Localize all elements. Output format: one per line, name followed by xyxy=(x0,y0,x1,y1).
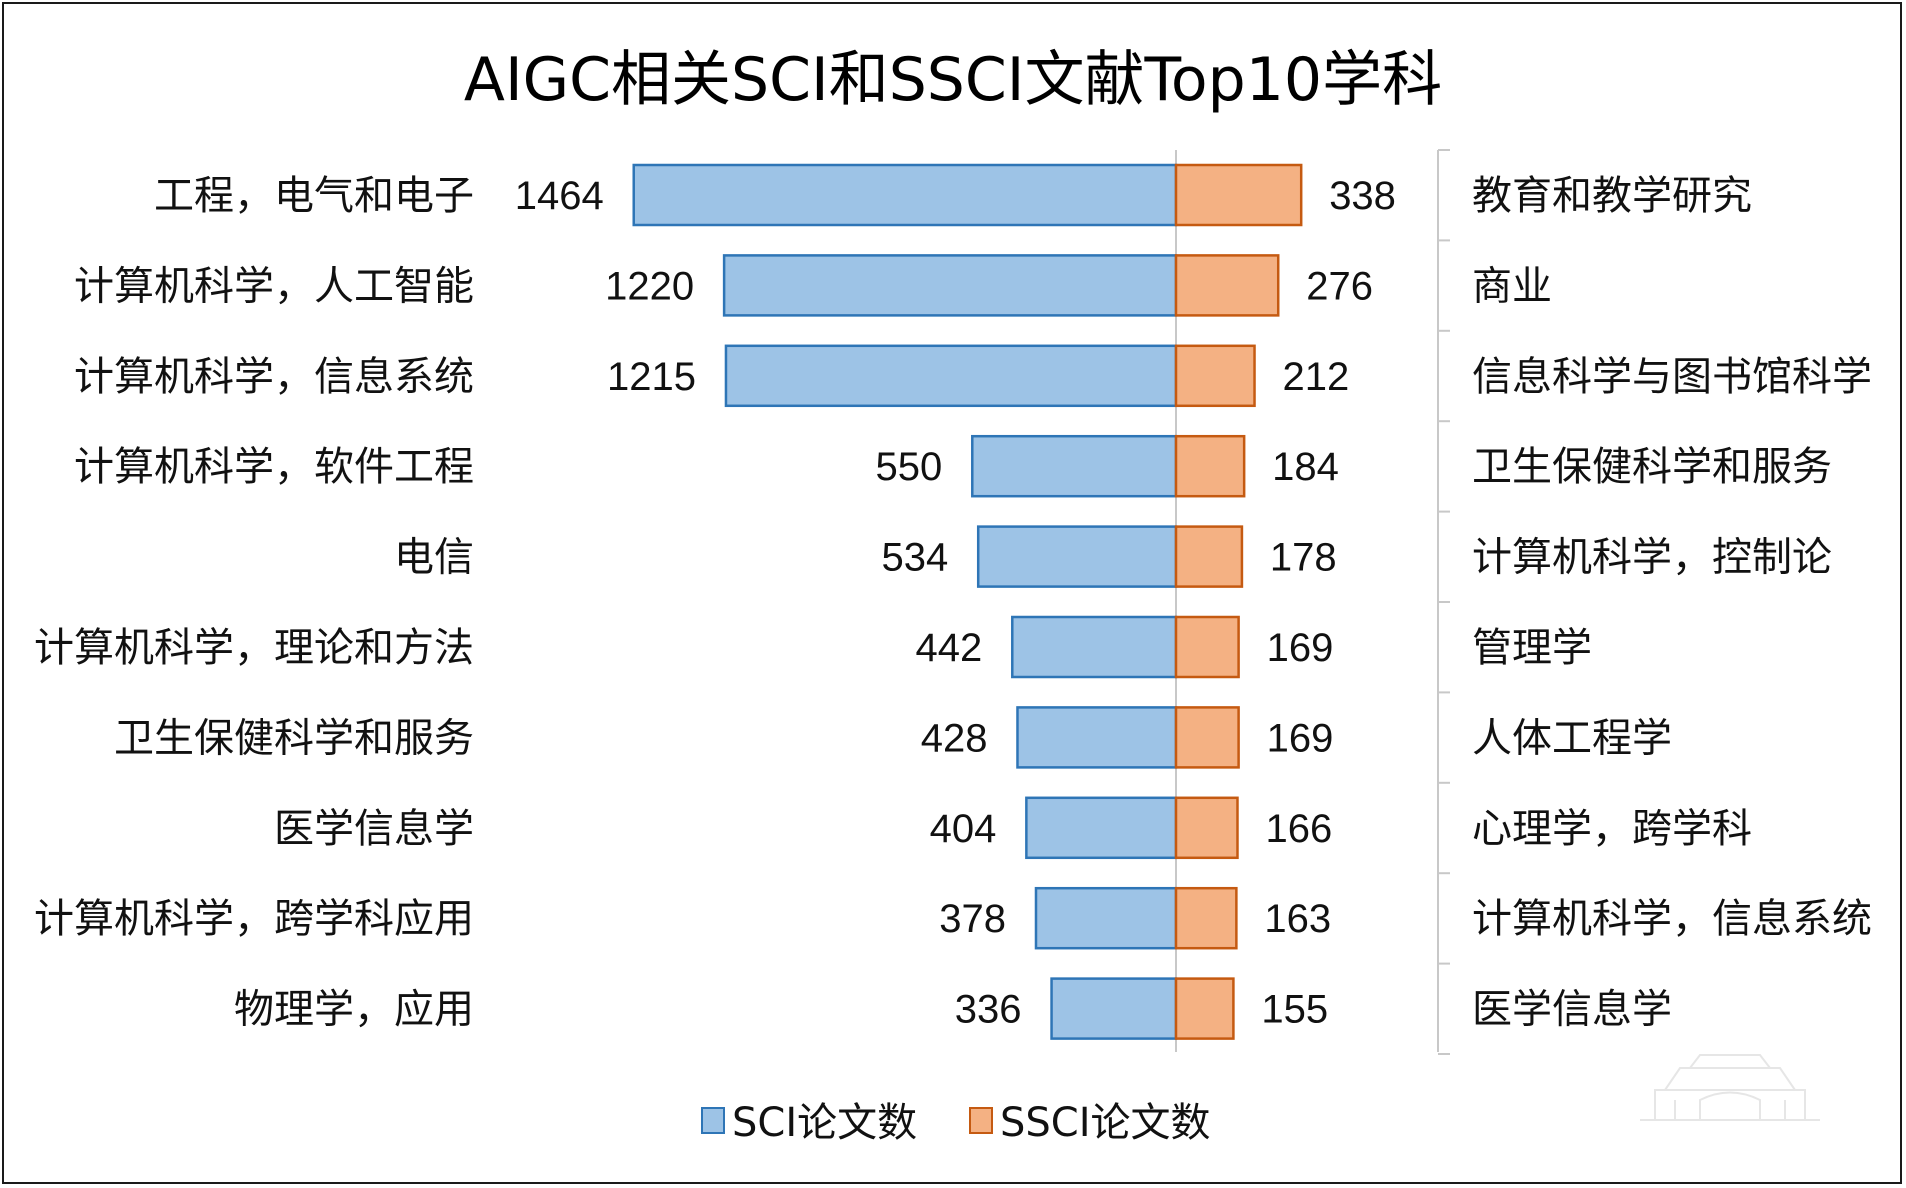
sci-value-label: 428 xyxy=(921,716,988,760)
sci-value-label: 534 xyxy=(881,536,948,580)
ssci-value-label: 212 xyxy=(1283,355,1350,399)
ssci-bar xyxy=(1174,615,1240,679)
sci-bar xyxy=(1025,796,1178,860)
ssci-value-label: 169 xyxy=(1267,626,1334,670)
chart-title: AIGC相关SCI和SSCI文献Top10学科 xyxy=(464,45,1442,115)
sci-value-label: 1215 xyxy=(607,355,696,399)
sci-value-label: 404 xyxy=(930,807,997,851)
sci-bar xyxy=(1011,615,1178,679)
ssci-bar xyxy=(1174,254,1280,317)
ssci-bar xyxy=(1174,525,1244,588)
sci-bars xyxy=(632,163,1178,1040)
sci-value-label: 1220 xyxy=(605,264,694,308)
watermark xyxy=(1640,1054,1820,1121)
ssci-category-label: 卫生保健科学和服务 xyxy=(1472,444,1832,490)
ssci-bar xyxy=(1174,706,1240,769)
ssci-category-label: 商业 xyxy=(1472,263,1552,309)
ssci-bar xyxy=(1174,344,1256,408)
legend-label-ssci: SSCI论文数 xyxy=(1000,1100,1211,1146)
sci-category-label: 计算机科学，信息系统 xyxy=(74,354,474,400)
ssci-bar xyxy=(1174,977,1235,1040)
sci-bar xyxy=(971,434,1178,498)
sci-category-label: 物理学，应用 xyxy=(234,987,474,1033)
ssci-value-label: 166 xyxy=(1265,807,1332,851)
ssci-value-label: 169 xyxy=(1267,716,1334,760)
sci-bar xyxy=(1016,706,1178,769)
sci-bar xyxy=(1050,977,1178,1040)
legend-label-sci: SCI论文数 xyxy=(732,1100,917,1146)
ssci-value-label: 276 xyxy=(1306,264,1373,308)
ssci-bars xyxy=(1174,163,1303,1040)
ssci-category-label: 心理学，跨学科 xyxy=(1472,806,1752,852)
ssci-category-label: 管理学 xyxy=(1472,625,1592,671)
sci-category-label: 计算机科学，人工智能 xyxy=(74,263,474,309)
ssci-category-label: 计算机科学，信息系统 xyxy=(1472,896,1872,942)
ssci-value-label: 184 xyxy=(1272,445,1339,489)
sci-value-label: 336 xyxy=(955,988,1022,1032)
sci-value-label: 1464 xyxy=(515,174,604,218)
ssci-bar xyxy=(1174,163,1303,227)
sci-bar xyxy=(976,525,1178,588)
sci-bar xyxy=(724,344,1178,408)
sci-category-label: 计算机科学，跨学科应用 xyxy=(34,896,474,942)
ssci-bar xyxy=(1174,434,1246,498)
sci-category-label: 计算机科学，理论和方法 xyxy=(34,625,474,671)
ssci-bar xyxy=(1174,796,1239,860)
legend-swatch-sci xyxy=(701,1107,725,1134)
ssci-category-label: 人体工程学 xyxy=(1472,715,1672,761)
sci-bar xyxy=(632,163,1178,227)
sci-bar xyxy=(1034,886,1178,950)
legend-swatch-ssci xyxy=(969,1107,993,1134)
sci-value-label: 550 xyxy=(876,445,943,489)
sci-category-label: 医学信息学 xyxy=(274,806,474,852)
ssci-value-label: 338 xyxy=(1329,174,1396,218)
ssci-category-label: 信息科学与图书馆科学 xyxy=(1472,354,1872,400)
ssci-category-label: 教育和教学研究 xyxy=(1472,173,1752,219)
sci-bar xyxy=(722,254,1178,317)
sci-value-label: 378 xyxy=(939,897,1006,941)
ssci-value-label: 155 xyxy=(1261,988,1328,1032)
ssci-value-label: 178 xyxy=(1270,536,1337,580)
sci-category-label: 工程，电气和电子 xyxy=(154,173,474,219)
sci-category-label: 电信 xyxy=(394,535,474,581)
legend: SCI论文数 SSCI论文数 xyxy=(701,1100,1211,1146)
sci-value-label: 442 xyxy=(916,626,983,670)
ssci-category-label: 医学信息学 xyxy=(1472,987,1672,1033)
ssci-value-label: 163 xyxy=(1264,897,1331,941)
sci-category-label: 计算机科学，软件工程 xyxy=(74,444,474,490)
ssci-bar xyxy=(1174,886,1238,950)
ssci-category-label: 计算机科学，控制论 xyxy=(1472,535,1832,581)
sci-category-label: 卫生保健科学和服务 xyxy=(114,715,474,761)
